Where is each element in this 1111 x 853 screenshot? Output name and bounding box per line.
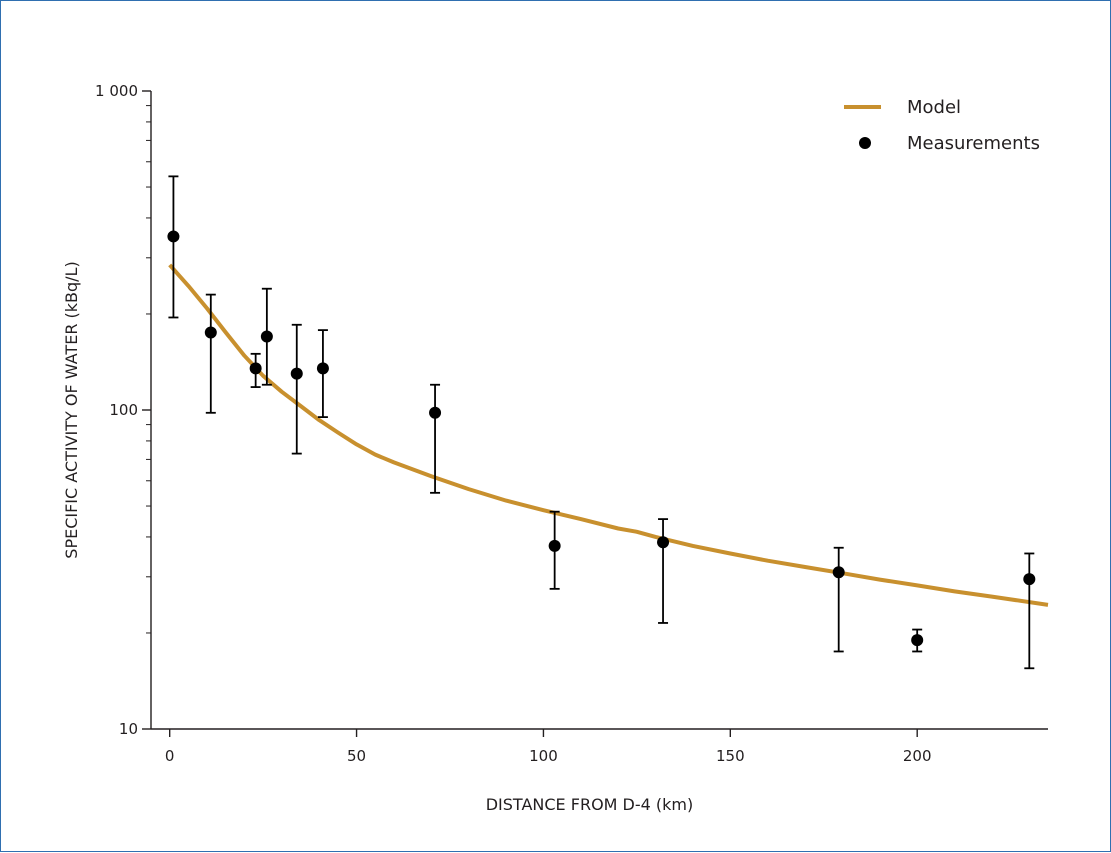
measurement-point bbox=[167, 230, 180, 243]
measurement-point bbox=[832, 566, 845, 579]
y-tick-label: 10 bbox=[119, 720, 138, 738]
model-line bbox=[168, 263, 1049, 607]
y-tick-label: 100 bbox=[109, 401, 138, 419]
x-tick-label: 100 bbox=[529, 747, 558, 765]
legend-measurements-label: Measurements bbox=[907, 133, 1040, 154]
measurement-point bbox=[429, 406, 442, 419]
x-tick-label: 150 bbox=[716, 747, 745, 765]
x-axis-title: DISTANCE FROM D-4 (km) bbox=[486, 795, 694, 814]
measurement-point bbox=[260, 330, 273, 343]
measurement-point bbox=[249, 362, 262, 375]
y-tick-label: 1 000 bbox=[95, 82, 138, 100]
measurement-point bbox=[316, 362, 329, 375]
measurement-point bbox=[1023, 573, 1036, 586]
measurement-point bbox=[911, 634, 924, 647]
x-tick-label: 0 bbox=[165, 747, 175, 765]
measurement-point bbox=[204, 326, 217, 339]
x-tick-label: 50 bbox=[347, 747, 366, 765]
legend-model-label: Model bbox=[907, 97, 961, 118]
x-tick-label: 200 bbox=[903, 747, 932, 765]
measurement-point bbox=[657, 536, 670, 549]
plot-area: 10 100 1 000 0 50 100 150 200 DISTANCE FROM D-4 … bbox=[62, 82, 1049, 814]
y-axis-title: SPECIFIC ACTIVITY OF WATER (kBq/L) bbox=[62, 261, 81, 558]
legend-measurements-swatch bbox=[859, 137, 871, 149]
measurement-point bbox=[290, 367, 303, 380]
measurement-point bbox=[548, 539, 561, 552]
